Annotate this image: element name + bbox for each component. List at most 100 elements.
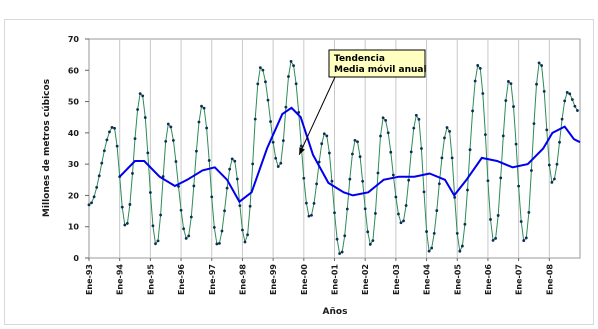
monthly-point — [343, 234, 347, 238]
monthly-point — [327, 151, 331, 155]
monthly-point — [368, 242, 372, 246]
x-tick-label: Ene-03 — [392, 264, 401, 295]
monthly-point — [366, 230, 370, 234]
x-axis-ticks: Ene-93 Ene-94 Ene-95 Ene-96 Ene-97 Ene-98 Ene-… — [85, 258, 554, 295]
monthly-point — [519, 220, 523, 223]
monthly-point — [399, 221, 403, 225]
monthly-point — [146, 151, 150, 155]
monthly-point — [148, 191, 152, 194]
monthly-point — [241, 228, 244, 232]
monthly-point — [481, 92, 485, 95]
monthly-point — [330, 179, 334, 183]
x-tick-label: Ene-94 — [116, 264, 125, 295]
monthly-point — [338, 252, 342, 255]
y-axis-title: Millones de metros cúbicos — [42, 79, 52, 217]
monthly-point — [450, 156, 454, 160]
monthly-point — [189, 215, 193, 219]
monthly-point — [371, 239, 375, 243]
monthly-point — [156, 239, 160, 243]
monthly-point — [141, 94, 145, 98]
monthly-point — [220, 229, 224, 233]
monthly-point — [560, 117, 564, 121]
y-tick-label: 10 — [68, 223, 80, 232]
monthly-point — [138, 92, 142, 96]
monthly-point — [108, 130, 111, 134]
x-tick-label: Ene-98 — [238, 264, 247, 295]
y-tick-label: 40 — [68, 129, 80, 138]
monthly-point — [535, 82, 538, 86]
x-tick-label: Ene-97 — [208, 264, 217, 295]
monthly-point — [527, 210, 531, 214]
monthly-point — [491, 239, 495, 242]
monthly-point — [545, 128, 549, 132]
monthly-point — [530, 169, 533, 172]
monthly-point — [105, 138, 109, 142]
monthly-point — [97, 174, 101, 178]
monthly-point — [483, 133, 487, 137]
monthly-point — [376, 171, 380, 175]
monthly-point — [540, 64, 544, 67]
y-tick-label: 70 — [68, 35, 80, 44]
monthly-point — [187, 234, 191, 238]
monthly-point — [320, 142, 324, 146]
monthly-point — [353, 138, 357, 142]
monthly-point — [412, 126, 416, 130]
monthly-point — [471, 109, 474, 113]
y-tick-label: 20 — [68, 191, 80, 200]
monthly-point — [404, 204, 408, 207]
monthly-point — [517, 184, 521, 188]
monthly-point — [256, 82, 260, 86]
monthly-point — [389, 150, 393, 154]
monthly-point — [215, 242, 219, 246]
monthly-point — [251, 162, 255, 166]
monthly-point — [547, 163, 551, 167]
monthly-point — [131, 172, 134, 175]
monthly-point — [92, 195, 96, 199]
monthly-point — [532, 122, 536, 125]
monthly-point — [284, 105, 288, 109]
monthly-point — [432, 232, 436, 235]
monthly-point — [210, 195, 214, 199]
monthly-point — [409, 150, 413, 154]
monthly-point — [407, 178, 411, 182]
monthly-point — [253, 117, 257, 121]
monthly-point — [184, 236, 188, 240]
monthly-point — [192, 184, 196, 188]
monthly-point — [443, 136, 446, 140]
monthly-point — [195, 149, 198, 153]
monthly-point — [164, 139, 168, 143]
monthly-point — [87, 203, 91, 207]
monthly-point — [553, 177, 556, 181]
monthly-point — [207, 159, 211, 162]
monthly-point — [205, 126, 209, 130]
monthly-point — [243, 240, 247, 244]
x-tick-label: Ene-05 — [453, 264, 462, 295]
x-tick-label: Ene-00 — [300, 264, 309, 295]
monthly-point — [312, 201, 316, 205]
monthly-point — [287, 75, 290, 78]
monthly-point — [179, 208, 183, 212]
monthly-point — [228, 167, 232, 171]
monthly-point — [555, 162, 559, 166]
monthly-point — [310, 213, 313, 217]
y-tick-label: 30 — [68, 160, 80, 169]
monthly-point — [274, 156, 278, 160]
monthly-point — [281, 139, 285, 143]
monthly-point — [225, 186, 229, 190]
monthly-point — [143, 116, 147, 119]
monthly-point — [202, 106, 206, 110]
monthly-point — [325, 134, 329, 138]
monthly-point — [468, 148, 472, 152]
monthly-point — [307, 214, 311, 218]
monthly-point — [494, 236, 498, 240]
monthly-point — [238, 204, 242, 208]
trend-series-line — [118, 106, 581, 204]
monthly-point — [414, 113, 418, 117]
monthly-point — [558, 140, 561, 144]
annotation-line-1: Tendencia — [334, 54, 385, 64]
monthly-point — [276, 165, 280, 168]
monthly-point — [289, 59, 293, 63]
monthly-point — [169, 125, 173, 129]
monthly-point — [266, 98, 270, 102]
monthly-point — [420, 147, 423, 150]
